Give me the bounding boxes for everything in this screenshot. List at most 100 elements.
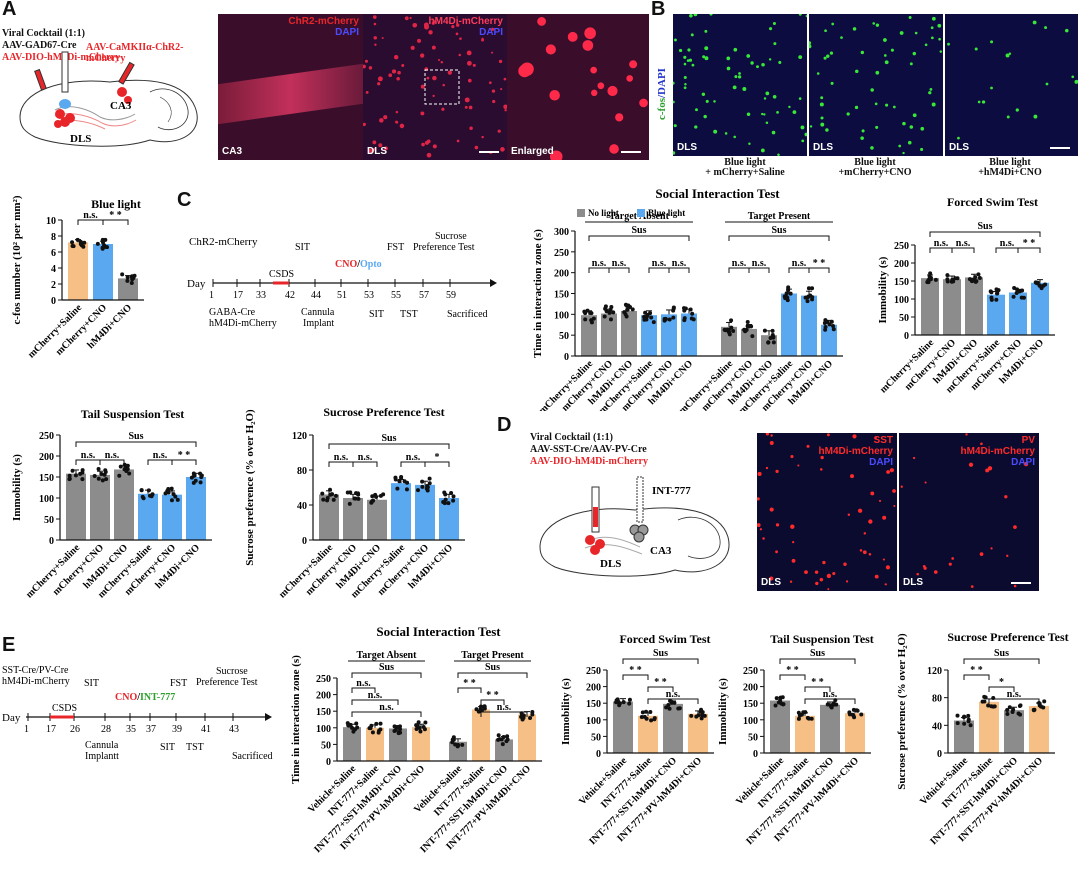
bar: [641, 315, 657, 356]
cell-dot: [421, 142, 425, 147]
cell-dot: [417, 38, 422, 43]
data-point: [368, 726, 373, 731]
data-point: [446, 501, 451, 506]
cell-dot: [395, 110, 399, 114]
legend-label: No light: [588, 208, 619, 218]
sig-bracket: [808, 267, 830, 273]
d2-t3: DAPI: [1011, 457, 1035, 468]
cell-dot: [419, 53, 425, 58]
cell-dot: [819, 102, 824, 107]
data-point: [806, 286, 811, 291]
cell-dot: [381, 37, 384, 40]
data-point: [73, 473, 78, 478]
bar: [1009, 292, 1027, 335]
micro-ca3: ChR2-mCherry DAPI CA3: [218, 14, 363, 160]
cell-dot: [424, 140, 430, 145]
data-point: [321, 497, 326, 502]
sus-label: Sus: [381, 433, 396, 444]
data-point: [770, 333, 775, 338]
data-point: [585, 308, 590, 313]
data-point: [1005, 707, 1010, 712]
data-point: [783, 296, 788, 301]
data-point: [962, 721, 967, 726]
bar: [415, 484, 435, 540]
data-point: [583, 311, 588, 316]
data-point: [399, 475, 404, 480]
cell-dot: [790, 454, 794, 459]
timeline-e-sst2: hM4Di-mCherry: [2, 676, 70, 687]
data-point: [762, 328, 767, 333]
data-point: [443, 492, 448, 497]
bar: [943, 279, 961, 335]
data-point: [859, 712, 864, 717]
cell-dot: [874, 102, 878, 106]
timeline-tick-label: 39: [172, 724, 182, 735]
sig-label: n.s.: [1007, 689, 1022, 700]
data-point: [1031, 708, 1036, 713]
cell-dot: [1015, 108, 1019, 112]
timeline-e-cannula1: Cannula: [85, 740, 119, 751]
cell-dot: [771, 130, 776, 135]
cell-dot: [412, 22, 418, 28]
sig-bracket: [951, 247, 975, 253]
data-point: [583, 317, 588, 322]
cell-dot: [372, 15, 377, 19]
y-tick-label: 250: [894, 241, 909, 252]
sig-label: * *: [654, 677, 667, 688]
data-point: [639, 715, 644, 720]
cell-dot: [762, 537, 765, 540]
cell-dot: [948, 562, 952, 566]
timeline-tick-label: 59: [446, 290, 456, 301]
data-point: [496, 733, 501, 738]
micro-b1-label: DLS: [677, 142, 697, 153]
data-point: [499, 737, 504, 742]
sig-label: n.s.: [666, 689, 681, 700]
bar: [820, 704, 840, 753]
data-point: [80, 470, 85, 475]
bar: [721, 326, 737, 356]
timeline-e: Day 1 17 26 28 35 37 39 41 43 CSDS SST-Cre/PV-Cr…: [2, 665, 273, 762]
y-tick-label: 4: [51, 264, 56, 275]
y-tick-label: 2: [51, 280, 56, 291]
data-point: [805, 715, 810, 720]
y-tick-label: 40: [297, 501, 307, 512]
data-point: [104, 477, 109, 482]
timeline-c-gaba2: hM4Di-mCherry: [209, 318, 277, 329]
cell-dot: [832, 572, 836, 576]
caption-b2: Blue light +mCherry+CNO: [838, 157, 912, 178]
data-point: [955, 276, 960, 281]
group-label: Target Present: [748, 211, 811, 222]
cfos-label: c-fos: [656, 98, 668, 120]
data-point: [422, 727, 427, 732]
data-point: [1005, 712, 1010, 717]
cell-dot: [1013, 525, 1017, 529]
data-point: [969, 279, 974, 284]
data-point: [425, 485, 430, 490]
timeline-c-cannula1: Cannula: [301, 307, 335, 318]
data-point: [374, 721, 379, 726]
bar: [367, 499, 387, 540]
cell-dot: [805, 14, 807, 18]
cell-dot: [770, 434, 773, 437]
cell-dot: [970, 585, 974, 588]
sig-bracket: [457, 687, 482, 693]
sig-label: n.s.: [356, 678, 371, 689]
data-point: [810, 286, 815, 291]
timeline-tick-label: 37: [146, 724, 156, 735]
chart-spt-c: Sucrose Preference Test 0 40 80 120 Sucrose p…: [244, 405, 465, 601]
data-point: [1019, 295, 1024, 300]
data-point: [416, 488, 421, 493]
data-point: [973, 275, 978, 280]
data-point: [1018, 712, 1023, 717]
cell-dot: [759, 528, 763, 531]
data-point: [451, 735, 456, 740]
chart-title: Social Interaction Test: [655, 186, 780, 201]
chart-title: Tail Suspension Test: [81, 407, 185, 421]
sig-label: n.s.: [497, 702, 512, 713]
micro-d2-label: DLS: [903, 577, 923, 588]
cell-dot: [820, 455, 824, 460]
data-point: [420, 484, 425, 489]
cell-dot: [985, 468, 990, 473]
cell-dot: [702, 55, 706, 59]
data-point: [676, 706, 681, 711]
